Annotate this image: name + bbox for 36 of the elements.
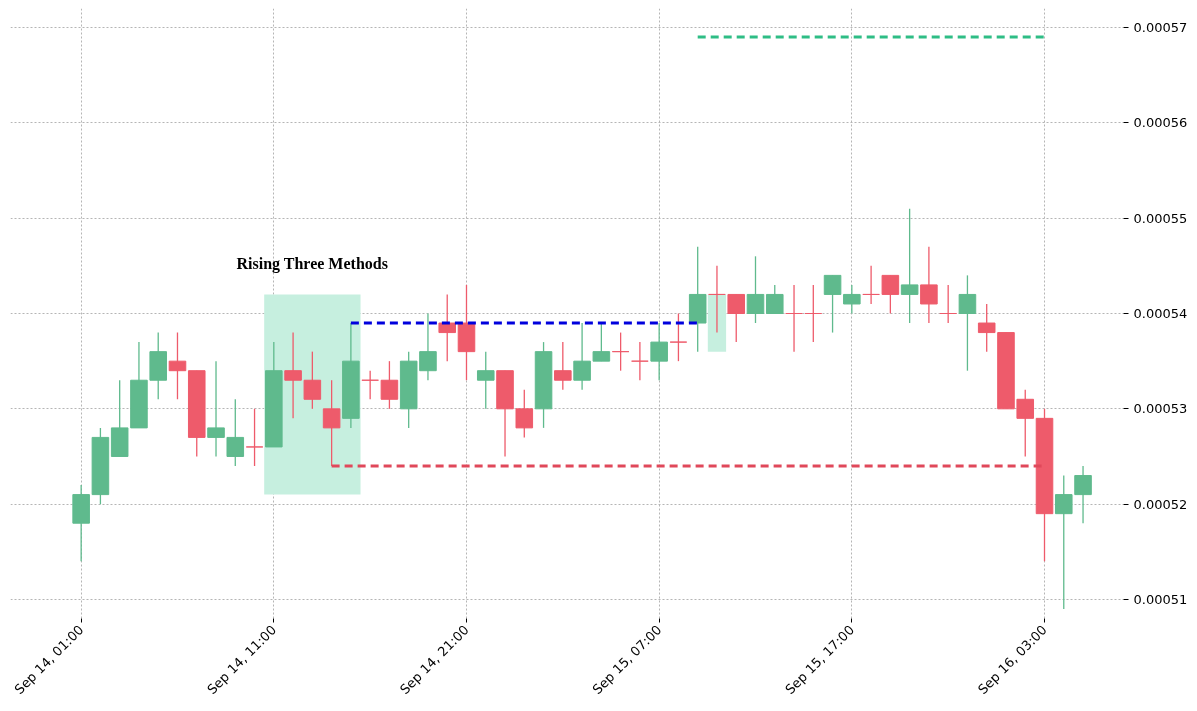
candlestick (920, 246, 938, 324)
candlestick (746, 255, 765, 324)
y-tick-label: 0.00054 (1133, 306, 1188, 321)
y-tick-label: 0.00052 (1133, 496, 1188, 512)
candlestick (939, 284, 957, 324)
y-tick-label: 0.00057 (1133, 20, 1188, 36)
y-tick-label: 0.00055 (1133, 210, 1188, 226)
candlestick (650, 322, 668, 381)
candlestick (322, 379, 341, 467)
candlestick (168, 331, 187, 400)
candlestick (862, 265, 880, 305)
candlestick (476, 350, 495, 410)
y-tick-label: 0.00053 (1133, 401, 1188, 417)
candlestick (785, 284, 803, 353)
candlestick (727, 293, 746, 343)
candlestick (823, 274, 842, 334)
y-tick-label: 0.00051 (1133, 591, 1188, 607)
candlestick (881, 274, 900, 315)
candlestick (380, 360, 399, 410)
candlestick (554, 341, 572, 391)
candlestick (765, 284, 784, 315)
candlestick (592, 322, 611, 362)
annotation: Rising Three Methods (236, 255, 388, 274)
candlestick (245, 408, 264, 467)
candlestick (958, 274, 977, 372)
candlestick (669, 312, 688, 362)
candlestick (900, 208, 919, 324)
candlestick (843, 284, 861, 315)
y-tick-label: 0.00056 (1133, 115, 1188, 131)
candlestick (611, 331, 630, 372)
candlestick (804, 284, 823, 343)
candlestick (573, 322, 591, 391)
candlestick (631, 341, 649, 381)
candlestick (438, 293, 457, 362)
candlestick (361, 370, 379, 400)
candlestick (515, 389, 534, 439)
